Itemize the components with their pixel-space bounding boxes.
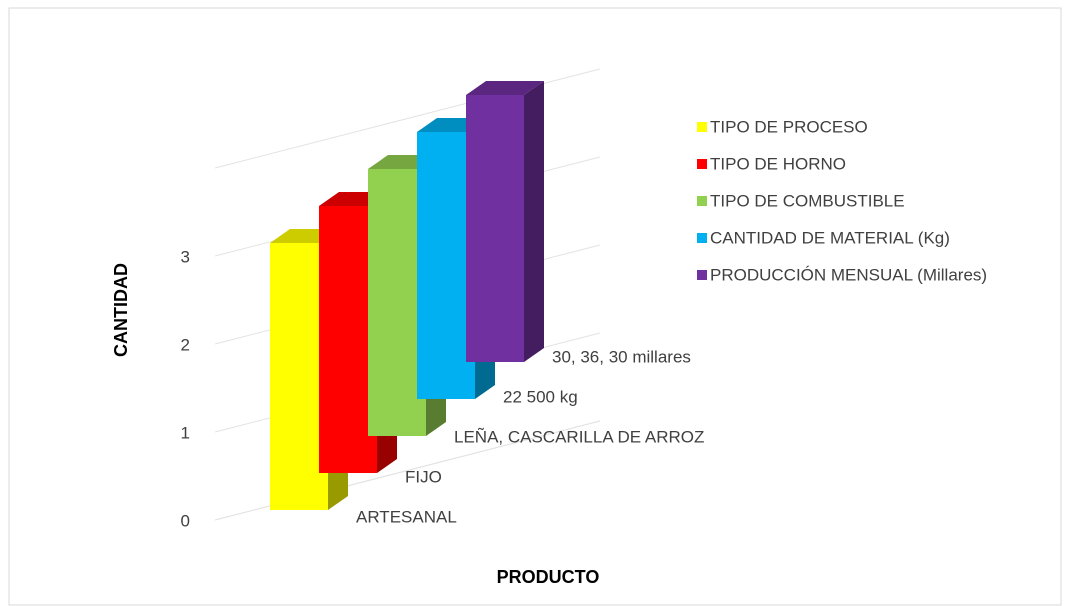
y-tick-label: 2 xyxy=(181,335,190,354)
legend-label: TIPO DE PROCESO xyxy=(710,117,868,136)
legend-label: CANTIDAD DE MATERIAL (Kg) xyxy=(710,228,950,247)
bar xyxy=(270,243,328,510)
category-label: ARTESANAL xyxy=(356,507,457,526)
bar xyxy=(466,95,524,362)
bar xyxy=(417,132,475,399)
bar xyxy=(368,169,426,436)
bar-top xyxy=(466,81,544,95)
bar-side xyxy=(524,81,544,362)
legend-label: TIPO DE HORNO xyxy=(710,154,846,173)
legend-label: PRODUCCIÓN MENSUAL (Millares) xyxy=(710,265,987,284)
bar xyxy=(319,206,377,473)
legend-swatch xyxy=(697,122,707,132)
legend-swatch xyxy=(697,159,707,169)
legend-label: TIPO DE COMBUSTIBLE xyxy=(710,191,905,210)
legend-swatch xyxy=(697,196,707,206)
x-axis-title: PRODUCTO xyxy=(497,567,600,587)
y-tick-label: 0 xyxy=(181,511,190,530)
category-label: LEÑA, CASCARILLA DE ARROZ xyxy=(454,427,704,446)
y-tick-label: 3 xyxy=(181,247,190,266)
y-tick-label: 1 xyxy=(181,423,190,442)
legend-swatch xyxy=(697,233,707,243)
y-axis-title: CANTIDAD xyxy=(111,263,131,357)
legend-swatch xyxy=(697,270,707,280)
category-label: 30, 36, 30 millares xyxy=(552,347,691,366)
category-label: 22 500 kg xyxy=(503,387,578,406)
category-label: FIJO xyxy=(405,467,442,486)
